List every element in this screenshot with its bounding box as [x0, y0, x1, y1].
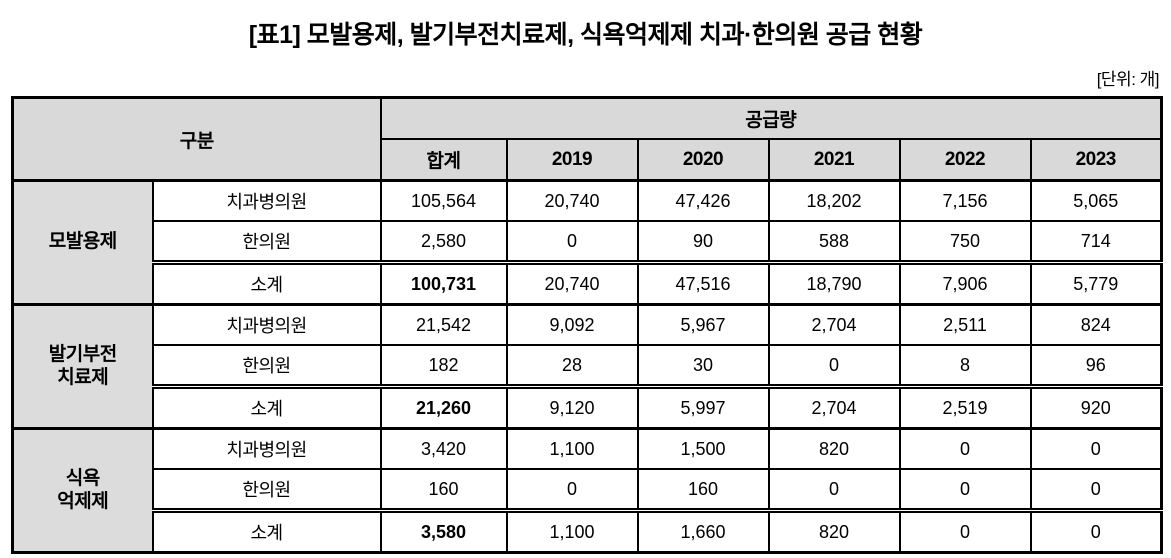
value-cell: 2,704 [767, 303, 901, 346]
value-cell: 0 [898, 508, 1032, 554]
value-cell: 8 [898, 344, 1032, 388]
header-year-2023: 2023 [1029, 138, 1163, 182]
category-hair-product: 모발용제 [11, 179, 154, 306]
table-row: 한의원 182 28 30 0 8 96 [13, 344, 1163, 388]
value-cell: 1,500 [636, 427, 770, 470]
value-cell: 1,660 [636, 508, 770, 554]
header-row-group: 구분 공급량 [11, 96, 1163, 182]
value-cell: 96 [1029, 344, 1163, 388]
header-year-2021: 2021 [767, 138, 901, 182]
header-year-2019: 2019 [505, 138, 639, 182]
table-row: 식욕 억제제 치과병의원 3,420 1,100 1,500 820 0 0 [11, 427, 1163, 554]
value-cell: 18,202 [767, 179, 901, 222]
table-body: 모발용제 치과병의원 105,564 20,740 47,426 18,202 … [11, 179, 1163, 554]
value-cell: 20,740 [505, 179, 639, 222]
value-cell: 18,790 [767, 260, 901, 306]
table-row-subtotal: 소계 21,260 9,120 5,997 2,704 2,519 920 [13, 384, 1163, 430]
value-cell: 1,100 [505, 427, 639, 470]
table-row: 발기부전 치료제 치과병의원 21,542 9,092 5,967 2,704 … [11, 303, 1163, 430]
row-label-dental-clinic: 치과병의원 [151, 179, 382, 222]
header-year-2022: 2022 [898, 138, 1032, 182]
value-cell: 920 [1029, 384, 1163, 430]
value-cell: 820 [767, 427, 901, 470]
value-cell: 7,156 [898, 179, 1032, 222]
value-cell: 820 [767, 508, 901, 554]
value-cell: 90 [636, 220, 770, 264]
header-category: 구분 [11, 96, 382, 182]
value-cell: 3,420 [379, 427, 508, 470]
value-cell: 28 [505, 344, 639, 388]
supply-table: 구분 공급량 합계 2019 2020 2021 2022 2023 모발용제 … [11, 96, 1164, 554]
value-cell: 5,997 [636, 384, 770, 430]
row-label-subtotal: 소계 [151, 508, 382, 554]
row-label-korean-medicine-clinic: 한의원 [151, 468, 382, 512]
row-label-korean-medicine-clinic: 한의원 [151, 220, 382, 264]
table-row-subtotal: 소계 3,580 1,100 1,660 820 0 0 [13, 508, 1163, 554]
row-label-korean-medicine-clinic: 한의원 [151, 344, 382, 388]
header-year-2020: 2020 [636, 138, 770, 182]
value-cell: 0 [767, 468, 901, 512]
row-label-subtotal: 소계 [151, 260, 382, 306]
value-cell: 2,580 [379, 220, 508, 264]
value-cell: 1,100 [505, 508, 639, 554]
row-label-dental-clinic: 치과병의원 [151, 427, 382, 470]
table-row: 모발용제 치과병의원 105,564 20,740 47,426 18,202 … [11, 179, 1163, 306]
value-cell: 750 [898, 220, 1032, 264]
table-header: 구분 공급량 합계 2019 2020 2021 2022 2023 [11, 96, 1163, 182]
table-row-subtotal: 소계 100,731 20,740 47,516 18,790 7,906 5,… [13, 260, 1163, 306]
value-cell: 0 [898, 468, 1032, 512]
value-cell: 47,426 [636, 179, 770, 222]
value-cell: 9,120 [505, 384, 639, 430]
table-row: 한의원 160 0 160 0 0 0 [13, 468, 1163, 512]
unit-label: [단위: 개] [1096, 70, 1160, 89]
value-cell: 5,967 [636, 303, 770, 346]
value-cell: 3,580 [379, 508, 508, 554]
value-cell: 182 [379, 344, 508, 388]
value-cell: 9,092 [505, 303, 639, 346]
row-label-dental-clinic: 치과병의원 [151, 303, 382, 346]
category-erectile-dysfunction-drug: 발기부전 치료제 [11, 303, 154, 430]
value-cell: 160 [636, 468, 770, 512]
value-cell: 100,731 [379, 260, 508, 306]
category-appetite-suppressant: 식욕 억제제 [11, 427, 154, 554]
value-cell: 21,260 [379, 384, 508, 430]
header-row-years: 합계 2019 2020 2021 2022 2023 [13, 138, 1163, 182]
value-cell: 0 [1029, 468, 1163, 512]
value-cell: 0 [505, 468, 639, 512]
value-cell: 21,542 [379, 303, 508, 346]
value-cell: 0 [898, 427, 1032, 470]
value-cell: 588 [767, 220, 901, 264]
value-cell: 5,779 [1029, 260, 1163, 306]
value-cell: 30 [636, 344, 770, 388]
value-cell: 5,065 [1029, 179, 1163, 222]
value-cell: 20,740 [505, 260, 639, 306]
header-total: 합계 [379, 138, 508, 182]
value-cell: 2,511 [898, 303, 1032, 346]
value-cell: 105,564 [379, 179, 508, 222]
value-cell: 7,906 [898, 260, 1032, 306]
value-cell: 2,519 [898, 384, 1032, 430]
row-label-subtotal: 소계 [151, 384, 382, 430]
value-cell: 0 [767, 344, 901, 388]
header-supply: 공급량 [379, 96, 1163, 140]
value-cell: 714 [1029, 220, 1163, 264]
table-row: 한의원 2,580 0 90 588 750 714 [13, 220, 1163, 264]
value-cell: 0 [1029, 427, 1163, 470]
table-title: [표1] 모발용제, 발기부전치료제, 식욕억제제 치과·한의원 공급 현황 [248, 21, 923, 49]
value-cell: 824 [1029, 303, 1163, 346]
value-cell: 0 [1029, 508, 1163, 554]
value-cell: 160 [379, 468, 508, 512]
value-cell: 47,516 [636, 260, 770, 306]
page: [표1] 모발용제, 발기부전치료제, 식욕억제제 치과·한의원 공급 현황 [… [0, 20, 1171, 554]
value-cell: 0 [505, 220, 639, 264]
value-cell: 2,704 [767, 384, 901, 430]
